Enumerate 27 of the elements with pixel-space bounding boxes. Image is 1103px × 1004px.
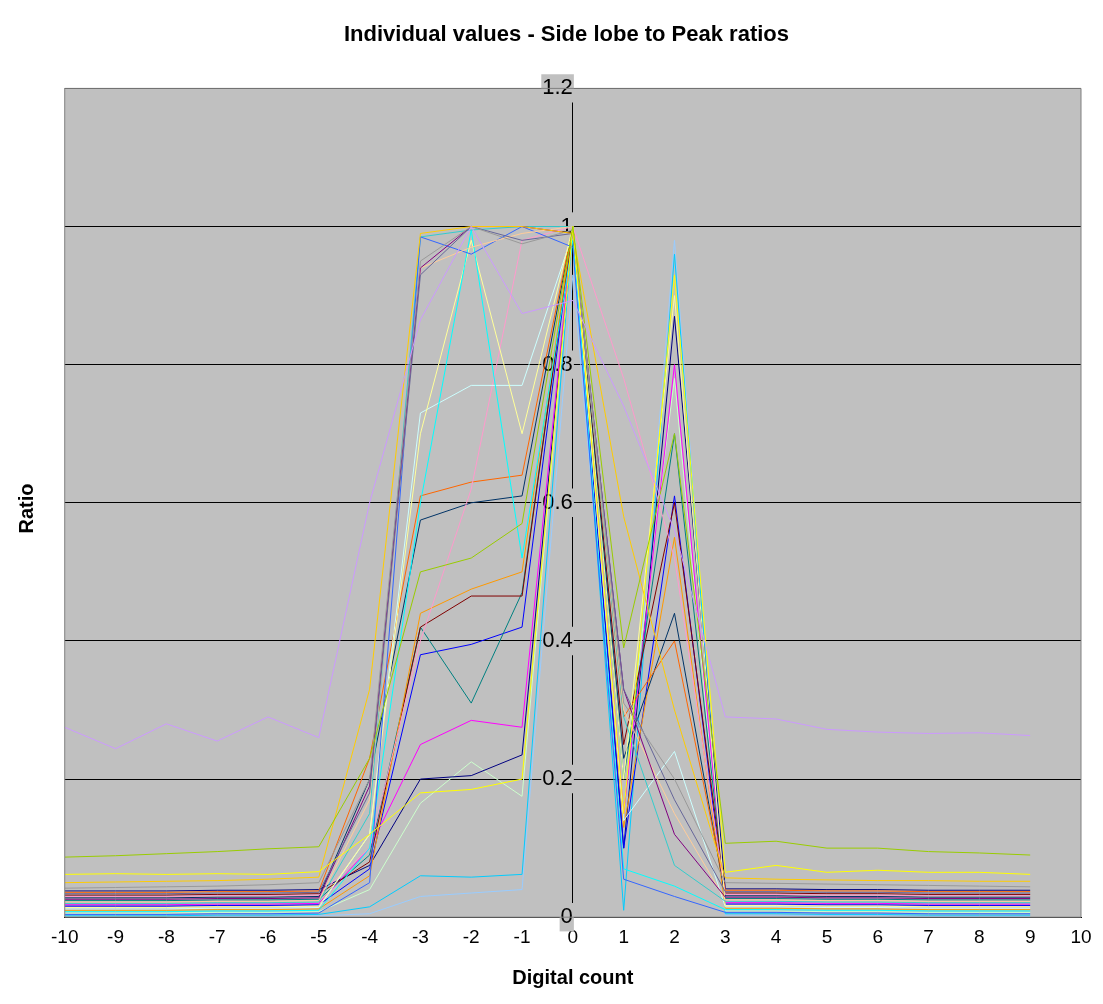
x-tick-label: -9 — [107, 925, 124, 947]
x-tick-label: -4 — [361, 925, 379, 947]
x-tick-label: 6 — [872, 925, 884, 947]
x-tick-label: 5 — [821, 925, 833, 947]
x-axis-title: Digital count — [512, 965, 634, 988]
x-tick-label: -1 — [513, 925, 531, 947]
y-tick-label: 1.2 — [542, 74, 573, 100]
x-tick-label: 4 — [770, 925, 782, 947]
x-tick-label: 2 — [669, 925, 680, 947]
y-tick-label: 0 — [560, 903, 573, 929]
x-tick-label: -3 — [411, 925, 429, 947]
x-tick-label: -2 — [462, 925, 480, 947]
x-tick-label: -6 — [259, 925, 277, 947]
y-tick-label: 0.4 — [542, 627, 573, 652]
x-tick-label: 8 — [974, 925, 985, 947]
x-tick-label: 7 — [923, 925, 934, 947]
x-tick-label: 3 — [720, 925, 731, 947]
y-tick-label: 0.2 — [542, 765, 573, 791]
x-tick-label: 9 — [1024, 925, 1036, 947]
x-tick-label: -7 — [208, 925, 226, 947]
x-tick-label: 10 — [1070, 925, 1092, 947]
chart-title: Individual values - Side lobe to Peak ratios — [343, 21, 790, 47]
x-tick-label: -5 — [310, 925, 328, 947]
x-tick-label: 1 — [618, 925, 629, 947]
y-axis-title: Ratio — [14, 483, 38, 533]
x-tick-label: -10 — [51, 925, 79, 947]
x-tick-label: -8 — [157, 925, 175, 947]
